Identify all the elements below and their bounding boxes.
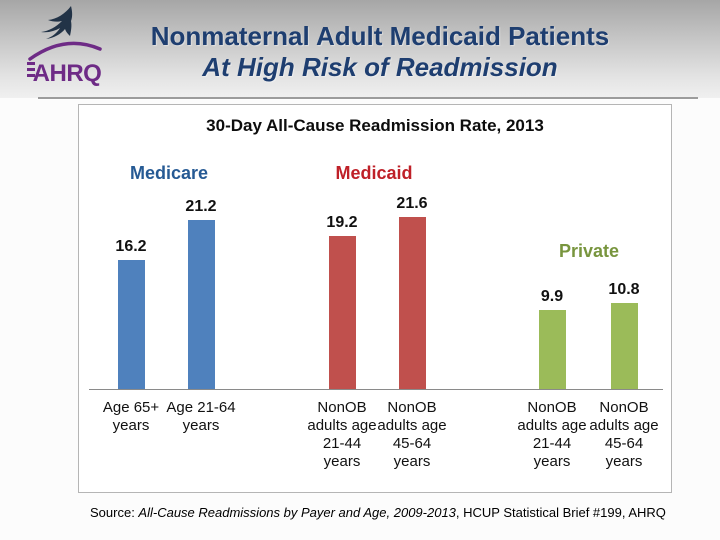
x-axis-label-medicare-age-21-64-years: Age 21-64 years (166, 399, 236, 434)
source-citation: Source: All-Cause Readmissions by Payer … (90, 505, 666, 520)
header-divider (38, 97, 698, 99)
bar-medicare-age-65-years (118, 260, 145, 389)
value-label-private-nonob-adults-age-45-64-years: 10.8 (608, 281, 640, 298)
x-axis-line (89, 389, 663, 390)
slide-title-line2: At High Risk of Readmission (202, 52, 558, 82)
x-axis-label-medicare-age-65-years: Age 65+ years (102, 399, 160, 434)
ahrq-logo: AHRQ (26, 4, 104, 94)
bar-private-nonob-adults-age-21-44-years (539, 310, 566, 389)
x-axis-label-medicaid-nonob-adults-age-21-44-years: NonOB adults age 21-44 years (307, 399, 377, 470)
plot-area: Medicare 16.2 Age 65+ years 21.2 Age 21-64 yea… (79, 105, 671, 492)
bar-medicaid-nonob-adults-age-21-44-years (329, 236, 356, 389)
x-axis-label-private-nonob-adults-age-21-44-years: NonOB adults age 21-44 years (517, 399, 587, 470)
slide-title-line1: Nonmaternal Adult Medicaid Patients (150, 21, 610, 51)
payer-label-medicaid: Medicaid (335, 163, 413, 183)
value-label-medicare-age-65-years: 16.2 (115, 238, 147, 255)
value-label-private-nonob-adults-age-21-44-years: 9.9 (540, 288, 564, 305)
ahrq-wordmark: AHRQ (33, 60, 102, 87)
payer-label-medicare: Medicare (129, 163, 209, 183)
x-axis-label-private-nonob-adults-age-45-64-years: NonOB adults age 45-64 years (589, 399, 659, 470)
slide-title: Nonmaternal Adult Medicaid Patients At H… (40, 20, 720, 83)
source-suffix: , HCUP Statistical Brief #199, AHRQ (455, 505, 666, 520)
bar-medicare-age-21-64-years (188, 220, 215, 389)
source-reference-title: All-Cause Readmissions by Payer and Age,… (138, 505, 456, 520)
chart-title: 30-Day All-Cause Readmission Rate, 2013 (206, 116, 544, 135)
value-label-medicare-age-21-64-years: 21.2 (185, 198, 217, 215)
value-label-medicaid-nonob-adults-age-21-44-years: 19.2 (326, 214, 358, 231)
source-prefix: Source: (90, 505, 139, 520)
payer-label-private: Private (558, 241, 620, 261)
slide-header: AHRQ Nonmaternal Adult Medicaid Patients… (0, 0, 720, 98)
hhs-eagle-icon (41, 6, 73, 39)
value-label-medicaid-nonob-adults-age-45-64-years: 21.6 (396, 195, 428, 212)
ahrq-logo-graphic: AHRQ (27, 6, 102, 87)
bar-medicaid-nonob-adults-age-45-64-years (399, 217, 426, 389)
bar-private-nonob-adults-age-45-64-years (611, 303, 638, 389)
ahrq-arc (28, 41, 102, 61)
ahrq-speed-lines (27, 62, 35, 77)
x-axis-label-medicaid-nonob-adults-age-45-64-years: NonOB adults age 45-64 years (377, 399, 447, 470)
chart-panel: 30-Day All-Cause Readmission Rate, 2013 … (78, 104, 672, 493)
